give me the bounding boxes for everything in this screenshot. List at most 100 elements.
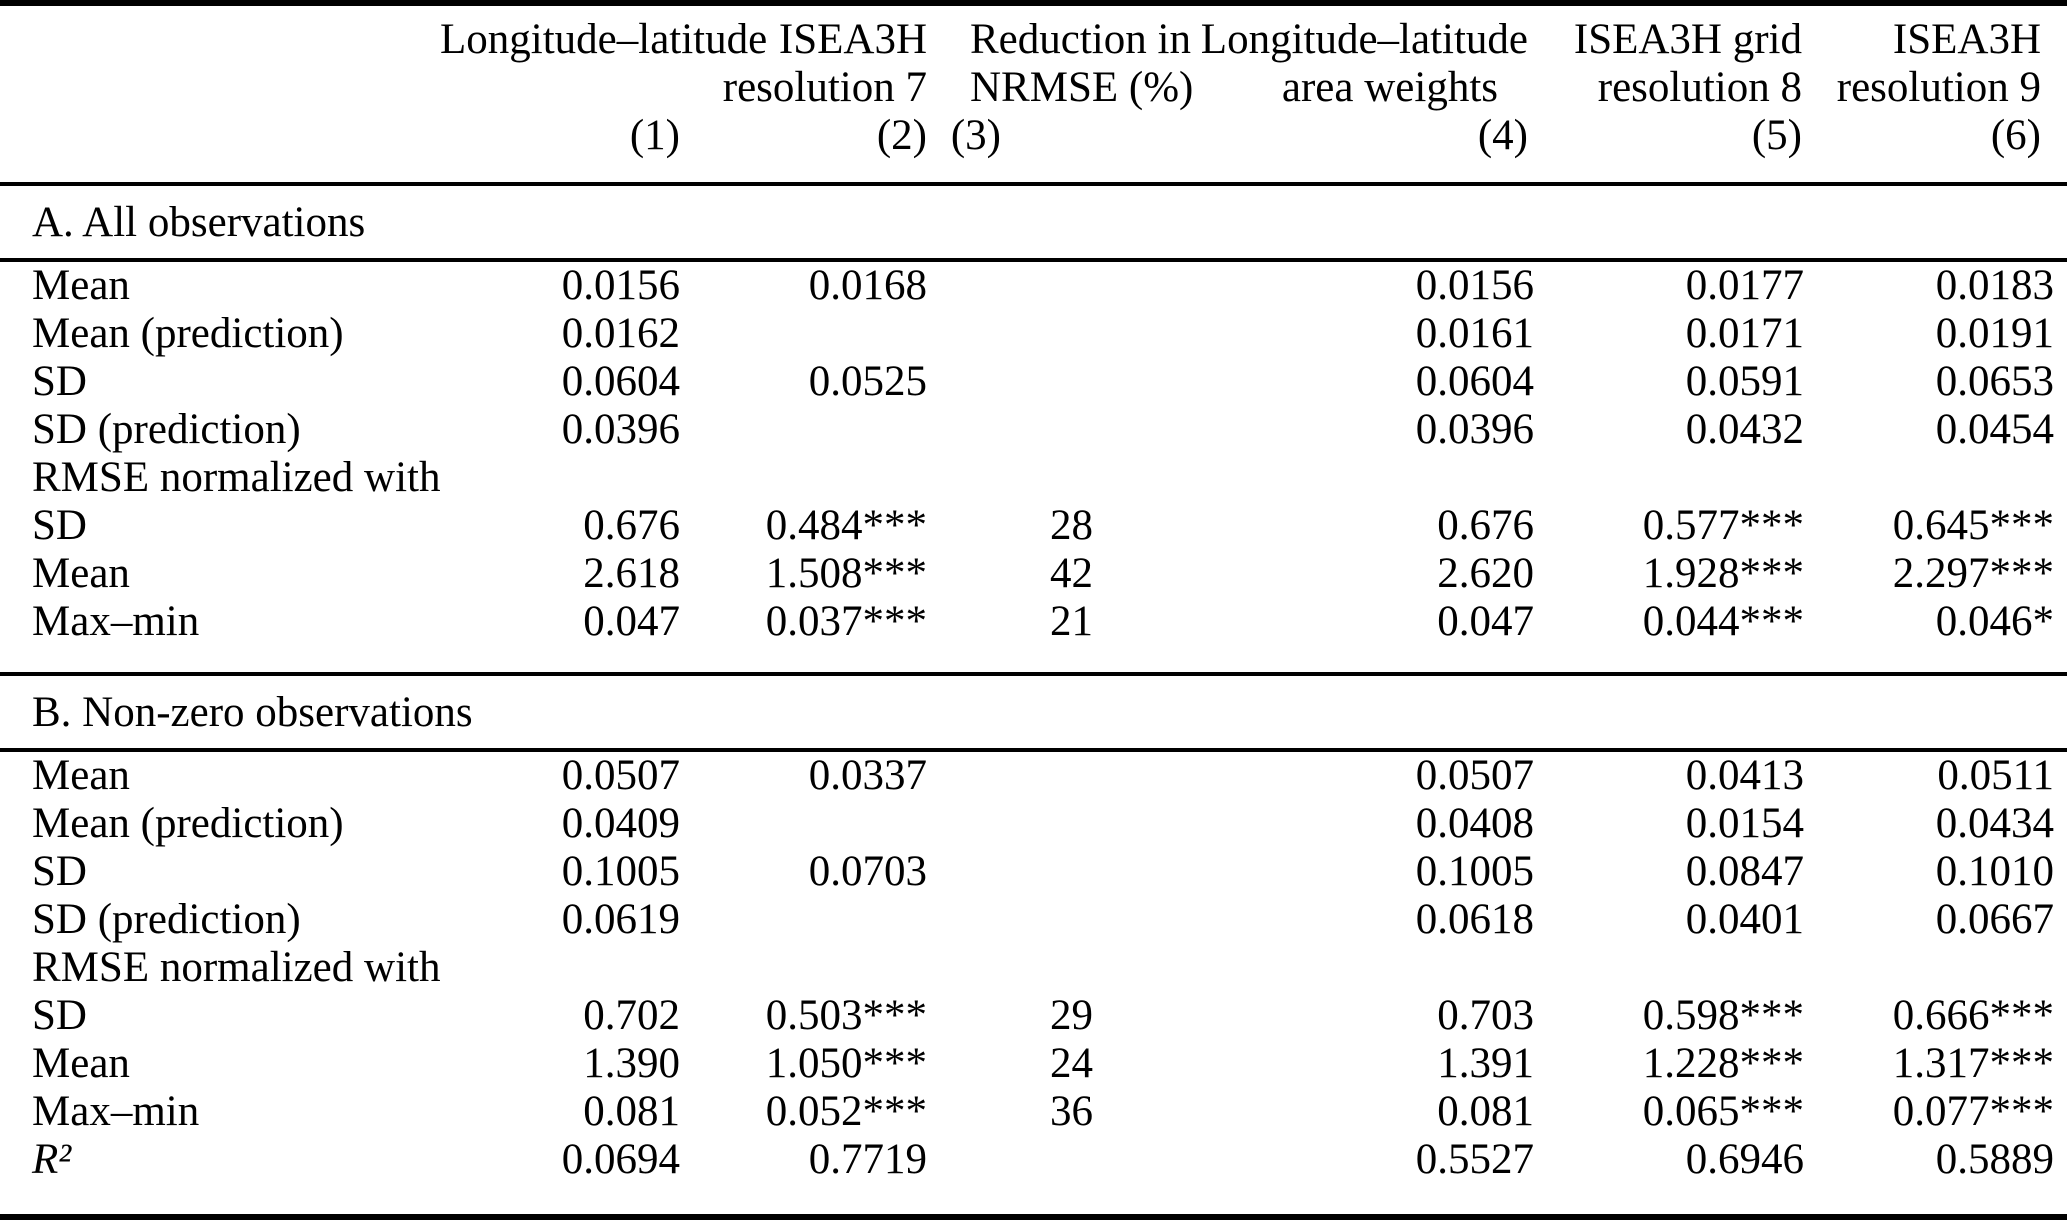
column-number: (2)	[876, 112, 927, 159]
row-label: R²	[32, 1136, 72, 1183]
cell-value: 0.0619	[561, 896, 680, 943]
table-row: Mean 2.618 1.508*** 42 2.620 1.928*** 2.297***	[0, 550, 2067, 598]
cell-value: 0.0168	[808, 262, 927, 309]
cell-value	[927, 260, 1185, 310]
cell-value: 0.081	[1437, 1088, 1534, 1135]
cell-value: 0.666***	[1892, 992, 2054, 1039]
cell-value: 0.0413	[1685, 752, 1804, 799]
cell-value: 0.0694	[561, 1136, 680, 1183]
cell-value: 0.0156	[561, 262, 680, 309]
row-label: Max–min	[32, 1088, 200, 1135]
cell-value	[1806, 944, 2067, 992]
table-row: SD (prediction) 0.0619 0.0618 0.0401 0.0667	[0, 896, 2067, 944]
panel-title: A. All observations	[0, 184, 2067, 262]
column-header-3: Reduction in NRMSE (%) (3)	[927, 3, 1194, 184]
table-row: Mean (prediction) 0.0409 0.0408 0.0154 0.043…	[0, 800, 2067, 848]
row-label: SD	[32, 992, 87, 1039]
cell-value: 1.928***	[1642, 550, 1804, 597]
table-row: SD 0.1005 0.0703 0.1005 0.0847 0.1010	[0, 848, 2067, 896]
cell-value: 1.050***	[765, 1040, 927, 1087]
row-label: RMSE normalized with	[32, 944, 441, 991]
cell-value: 0.0162	[561, 310, 680, 357]
cell-value: 21	[1050, 598, 1093, 645]
cell-value: 1.508***	[765, 550, 927, 597]
column-number: (5)	[1751, 112, 1802, 159]
column-number: (1)	[629, 112, 680, 159]
cell-value	[927, 896, 1185, 944]
cell-value: 0.7719	[808, 1136, 927, 1183]
cell-value: 0.0156	[1415, 262, 1534, 309]
cell-value	[680, 310, 927, 358]
cell-value: 0.1005	[561, 848, 680, 895]
cell-value: 0.065***	[1642, 1088, 1804, 1135]
cell-value: 1.390	[583, 1040, 680, 1087]
cell-value: 0.0507	[561, 752, 680, 799]
column-header-line: area weights	[1281, 64, 1498, 111]
column-header-line: ISEA3H grid	[1573, 16, 1802, 63]
row-label-header-blank	[0, 3, 440, 184]
cell-value	[927, 454, 1185, 502]
panel-title-row: B. Non-zero observations	[0, 672, 2067, 752]
cell-value: 0.702	[583, 992, 680, 1039]
table-row: RMSE normalized with	[0, 454, 2067, 502]
cell-value	[1540, 944, 1806, 992]
cell-value: 0.703	[1437, 992, 1534, 1039]
cell-value: 0.077***	[1892, 1088, 2054, 1135]
row-label: RMSE normalized with	[32, 454, 441, 501]
cell-value	[680, 406, 927, 454]
column-header-line: Longitude–latitude	[440, 16, 768, 63]
cell-value	[927, 944, 1185, 992]
panel-gap	[0, 646, 2067, 674]
row-label: Mean	[32, 550, 130, 597]
cell-value	[927, 800, 1185, 848]
cell-value: 1.317***	[1892, 1040, 2054, 1087]
cell-value: 0.598***	[1642, 992, 1804, 1039]
cell-value: 0.503***	[765, 992, 927, 1039]
column-header-5: ISEA3H grid resolution 8 (5)	[1540, 3, 1806, 184]
table-body: A. All observations Mean 0.0156 0.0168 0.015…	[0, 184, 2067, 1217]
row-label: Mean	[32, 1040, 130, 1087]
cell-value: 0.0507	[1415, 752, 1534, 799]
table-row: Mean (prediction) 0.0162 0.0161 0.0171 0.019…	[0, 310, 2067, 358]
cell-value: 2.620	[1437, 550, 1534, 597]
bottom-gap	[0, 1184, 2067, 1217]
cell-value: 0.0703	[808, 848, 927, 895]
cell-value	[927, 1136, 1185, 1184]
row-label: Mean	[32, 752, 130, 799]
cell-value	[927, 848, 1185, 896]
table-row: Mean 0.0156 0.0168 0.0156 0.0177 0.0183	[0, 260, 2067, 310]
cell-value: 0.5889	[1935, 1136, 2054, 1183]
table-row: SD 0.0604 0.0525 0.0604 0.0591 0.0653	[0, 358, 2067, 406]
cell-value: 0.0409	[561, 800, 680, 847]
row-label: Mean (prediction)	[32, 310, 344, 357]
cell-value: 28	[1050, 502, 1093, 549]
cell-value	[440, 944, 680, 992]
cell-value: 0.0396	[1415, 406, 1534, 453]
cell-value	[927, 358, 1185, 406]
table-row: Mean 0.0507 0.0337 0.0507 0.0413 0.0511	[0, 750, 2067, 800]
cell-value: 0.0511	[1937, 752, 2054, 799]
cell-value: 0.577***	[1642, 502, 1804, 549]
column-header-1: Longitude–latitude (1)	[440, 3, 768, 184]
cell-value: 0.645***	[1892, 502, 2054, 549]
column-header-line	[440, 64, 680, 112]
cell-value: 42	[1050, 550, 1093, 597]
table-row: Max–min 0.047 0.037*** 21 0.047 0.044*** 0.046…	[0, 598, 2067, 646]
cell-value: 0.0525	[808, 358, 927, 405]
cell-value: 0.0454	[1935, 406, 2054, 453]
row-label: SD (prediction)	[32, 406, 301, 453]
cell-value: 0.0604	[1415, 358, 1534, 405]
cell-value: 0.0408	[1415, 800, 1534, 847]
column-header-line: ISEA3H	[778, 16, 927, 63]
cell-value: 0.047	[583, 598, 680, 645]
cell-value: 0.0653	[1935, 358, 2054, 405]
cell-value: 24	[1050, 1040, 1093, 1087]
row-label: SD	[32, 358, 87, 405]
column-header-line: resolution 8	[1597, 64, 1802, 111]
column-header-line: Reduction in	[970, 16, 1191, 63]
cell-value	[680, 800, 927, 848]
cell-value: 0.0191	[1935, 310, 2054, 357]
cell-value	[1806, 454, 2067, 502]
column-header-line: resolution 9	[1836, 64, 2041, 111]
